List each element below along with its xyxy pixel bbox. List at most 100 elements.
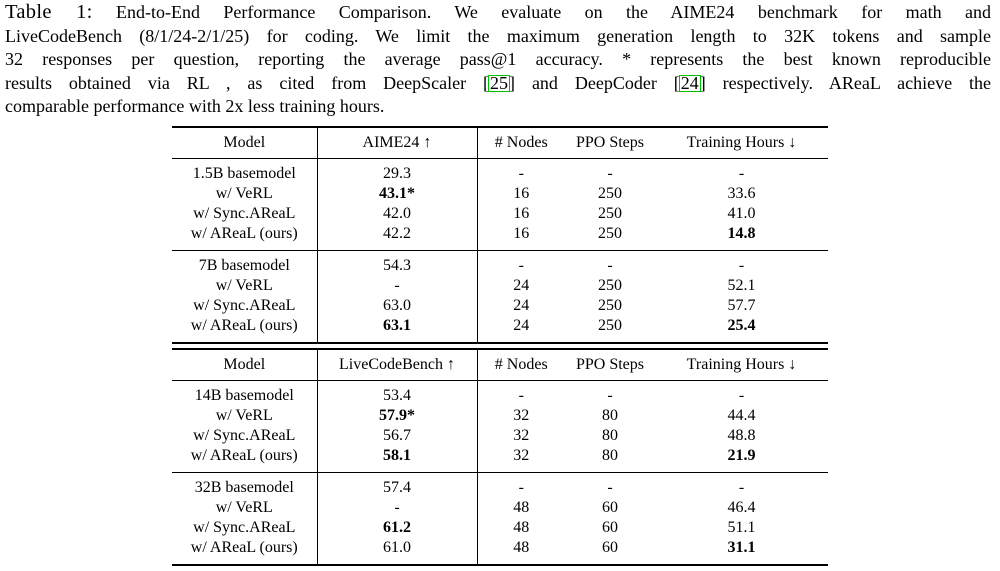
model-cell: w/ Sync.AReaL bbox=[172, 296, 318, 316]
value-cell: 57.7 bbox=[727, 297, 756, 314]
model-cell: w/ Sync.AReaL bbox=[172, 204, 318, 224]
value-cell: 63.1 bbox=[317, 316, 478, 343]
value-cell: 61.0 bbox=[317, 538, 478, 565]
value-cell: 54.3 bbox=[317, 250, 478, 276]
performance-table-livecodebench: Model LiveCodeBench ↑ # Nodes PPO Steps Trai… bbox=[172, 348, 828, 566]
caption-text: LiveCodeBench (8/1/24-2/1/25) for coding… bbox=[5, 25, 991, 46]
value-cell: 42.2 bbox=[317, 224, 478, 251]
performance-table-aime24: Model AIME24 ↑ # Nodes PPO Steps Training Ho… bbox=[172, 126, 828, 344]
column-header: Model bbox=[172, 127, 318, 159]
column-header: # Nodes bbox=[477, 349, 565, 381]
value-cell: 24 bbox=[513, 317, 530, 334]
value-cell: 250 bbox=[598, 277, 622, 294]
caption-text: results obtained via RL , as cited from … bbox=[5, 72, 484, 93]
table-row: 14B basemodel 53.4 - - - bbox=[172, 380, 828, 406]
caption-label: Table 1: bbox=[5, 1, 93, 23]
column-header: LiveCodeBench ↑ bbox=[317, 349, 478, 381]
value-cell: 32 bbox=[513, 427, 530, 444]
citation-24: [24] bbox=[673, 72, 706, 93]
value-cell: 33.6 bbox=[727, 185, 756, 202]
model-cell: w/ Sync.AReaL bbox=[172, 518, 318, 538]
value-cell: 16 bbox=[513, 225, 530, 242]
table-row: w/ AReaL (ours) 58.1 32 80 21.9 bbox=[172, 446, 828, 473]
table-row: 1.5B basemodel 29.3 - - - bbox=[172, 158, 828, 184]
header-row: Model LiveCodeBench ↑ # Nodes PPO Steps Trai… bbox=[172, 349, 828, 381]
caption-text: and DeepCoder bbox=[515, 72, 674, 93]
value-cell: 58.1 bbox=[317, 446, 478, 473]
table-row: w/ Sync.AReaL 56.7 32 80 48.8 bbox=[172, 426, 828, 446]
value-cell: 48 bbox=[513, 539, 530, 556]
value-cell: - bbox=[477, 250, 565, 276]
column-header: Training Hours ↓ bbox=[655, 349, 828, 381]
model-cell: 1.5B basemodel bbox=[172, 158, 318, 184]
value-cell: - bbox=[738, 387, 745, 404]
citation-link-25[interactable]: 25 bbox=[488, 72, 511, 93]
table-row: w/ VeRL 57.9* 32 80 44.4 bbox=[172, 406, 828, 426]
column-header: PPO Steps bbox=[565, 349, 655, 381]
value-cell: 57.9* bbox=[317, 406, 478, 426]
table-row: w/ VeRL - 24 250 52.1 bbox=[172, 276, 828, 296]
header-row: Model AIME24 ↑ # Nodes PPO Steps Training Ho… bbox=[172, 127, 828, 159]
model-cell: w/ AReaL (ours) bbox=[172, 316, 318, 343]
value-cell: 53.4 bbox=[317, 380, 478, 406]
caption-text: 32 responses per question, reporting the… bbox=[5, 49, 991, 70]
value-cell: - bbox=[565, 250, 655, 276]
value-cell: 32 bbox=[513, 407, 530, 424]
model-cell: 14B basemodel bbox=[172, 380, 318, 406]
caption-line: results obtained via RL , as cited from … bbox=[5, 72, 991, 96]
caption-text: End-to-End Performance Comparison. We ev… bbox=[92, 2, 991, 22]
model-cell: w/ AReaL (ours) bbox=[172, 224, 318, 251]
table-row: w/ VeRL 43.1* 16 250 33.6 bbox=[172, 184, 828, 204]
value-cell: 31.1 bbox=[727, 539, 756, 556]
citation-link-24[interactable]: 24 bbox=[678, 72, 701, 93]
value-cell: 60 bbox=[602, 519, 618, 536]
value-cell: 14.8 bbox=[727, 225, 756, 242]
column-header: Training Hours ↓ bbox=[655, 127, 828, 159]
value-cell: 57.4 bbox=[317, 472, 478, 498]
model-cell: w/ VeRL bbox=[172, 276, 318, 296]
table-row: 32B basemodel 57.4- - - bbox=[172, 472, 828, 498]
caption-text: respectively. AReaL achieve the bbox=[705, 72, 991, 93]
value-cell: - bbox=[738, 165, 745, 182]
value-cell: - bbox=[655, 250, 828, 276]
value-cell: 32 bbox=[513, 447, 530, 464]
value-cell: - bbox=[518, 165, 524, 182]
model-cell: w/ AReaL (ours) bbox=[172, 446, 318, 473]
model-cell: w/ AReaL (ours) bbox=[172, 538, 318, 565]
value-cell: - bbox=[655, 472, 828, 498]
caption-text: comparable performance with 2x less trai… bbox=[5, 96, 385, 117]
value-cell: 80 bbox=[602, 407, 618, 424]
caption-line: comparable performance with 2x less trai… bbox=[5, 95, 991, 119]
value-cell: 250 bbox=[598, 225, 622, 242]
citation-25: [25] bbox=[483, 72, 516, 93]
value-cell: 16 bbox=[513, 185, 530, 202]
value-cell: 21.9 bbox=[727, 447, 756, 464]
value-cell: 24 bbox=[513, 277, 530, 294]
table-caption: Table 1: End-to-End Performance Comparis… bbox=[5, 1, 991, 119]
value-cell: 250 bbox=[598, 185, 622, 202]
value-cell: 56.7 bbox=[317, 426, 478, 446]
model-cell: w/ Sync.AReaL bbox=[172, 426, 318, 446]
tables-container: Model AIME24 ↑ # Nodes PPO Steps Training Ho… bbox=[172, 126, 828, 566]
column-header: Model bbox=[172, 349, 318, 381]
value-cell: 52.1 bbox=[727, 277, 756, 294]
value-cell: 60 bbox=[602, 539, 618, 556]
value-cell: - bbox=[477, 472, 565, 498]
model-cell: 7B basemodel bbox=[172, 250, 318, 276]
table-row: w/ AReaL (ours) 42.2 16 250 14.8 bbox=[172, 224, 828, 251]
table-row: w/ VeRL - 48 60 46.4 bbox=[172, 498, 828, 518]
column-header: AIME24 ↑ bbox=[317, 127, 478, 159]
model-cell: w/ VeRL bbox=[172, 406, 318, 426]
value-cell: 25.4 bbox=[727, 317, 756, 334]
value-cell: 80 bbox=[602, 447, 618, 464]
caption-line: LiveCodeBench (8/1/24-2/1/25) for coding… bbox=[5, 25, 991, 49]
model-cell: w/ VeRL bbox=[172, 498, 318, 518]
column-header: PPO Steps bbox=[565, 127, 655, 159]
value-cell: 48 bbox=[513, 519, 530, 536]
table-row: w/ Sync.AReaL 61.2 48 60 51.1 bbox=[172, 518, 828, 538]
model-cell: w/ VeRL bbox=[172, 184, 318, 204]
caption-line: Table 1: End-to-End Performance Comparis… bbox=[5, 1, 991, 25]
value-cell: 44.4 bbox=[727, 407, 756, 424]
value-cell: 51.1 bbox=[727, 519, 756, 536]
model-cell: 32B basemodel bbox=[172, 472, 318, 498]
